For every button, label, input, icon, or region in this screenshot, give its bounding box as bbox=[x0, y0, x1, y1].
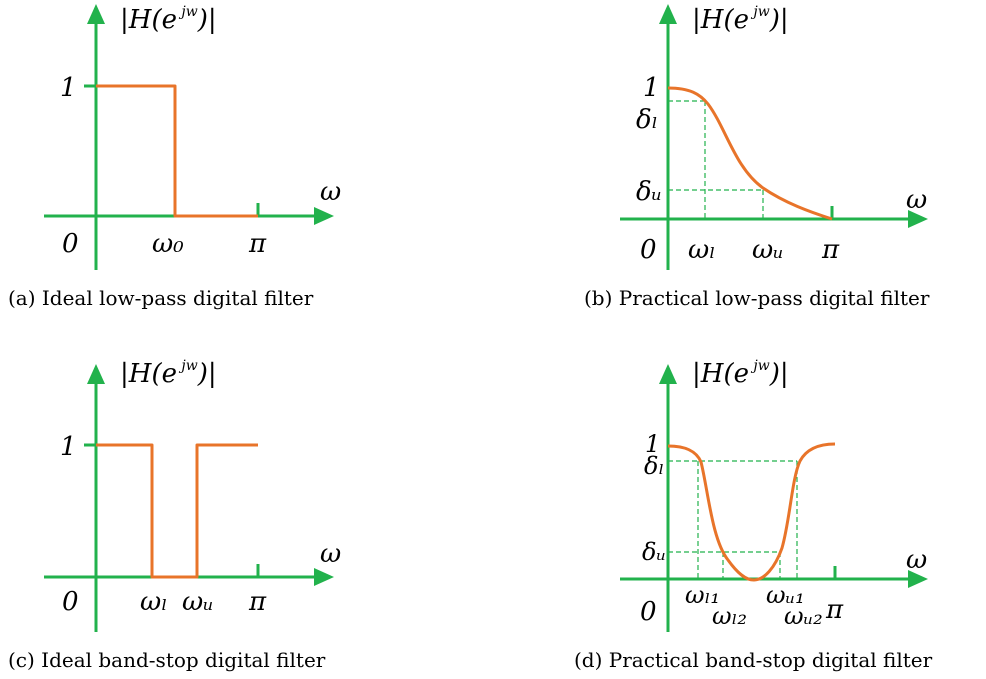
panel-a-caption: (a) Ideal low-pass digital filter bbox=[8, 286, 314, 310]
panel-d-delta-l-label: δₗ bbox=[644, 452, 664, 480]
panel-a-response-curve bbox=[96, 84, 258, 218]
panel-d-omega-u2-label: ωᵤ₂ bbox=[784, 602, 823, 630]
panel-c-caption: (c) Ideal band-stop digital filter bbox=[8, 648, 326, 672]
panel-a-pi-label: π bbox=[248, 229, 267, 259]
panel-c: |H(e jw)| 1 0 ωₗ ωᵤ π ω (c) Ideal band-s… bbox=[8, 358, 341, 672]
panel-b-x-arrow bbox=[908, 210, 928, 228]
panel-b-omega-label: ω bbox=[906, 185, 927, 215]
panel-d-omega-label: ω bbox=[906, 545, 927, 575]
panel-c-pi-label: π bbox=[248, 587, 267, 617]
panel-d-caption: (d) Practical band-stop digital filter bbox=[574, 648, 933, 672]
panel-d-one-label: 1 bbox=[645, 430, 660, 458]
panel-d-y-arrow bbox=[659, 364, 677, 384]
panel-d-pi-label: π bbox=[825, 595, 844, 625]
panel-a-omega-label: ω bbox=[320, 177, 341, 207]
panel-b-delta-l-label: δₗ bbox=[636, 105, 658, 135]
panel-c-y-axis-label: |H(e jw)| bbox=[120, 358, 217, 389]
panel-d-omega-u1-label: ωᵤ₁ bbox=[766, 581, 805, 609]
panel-d-omega-l1-label: ωₗ₁ bbox=[685, 581, 720, 609]
panel-c-y-arrow bbox=[87, 364, 105, 384]
panel-b-caption: (b) Practical low-pass digital filter bbox=[584, 286, 930, 310]
panel-b-y-axis-label: |H(e jw)| bbox=[692, 4, 789, 35]
panel-b-omega-l-label: ωₗ bbox=[688, 235, 716, 265]
panel-d-omega-l2-label: ωₗ₂ bbox=[712, 602, 747, 630]
panel-a: |H(e jw)| 1 0 ω₀ π ω (a) Ideal low-pass … bbox=[8, 4, 341, 310]
panel-b-pi-label: π bbox=[821, 235, 840, 265]
panel-d-delta-u-label: δᵤ bbox=[642, 538, 666, 566]
panel-a-y-arrow bbox=[87, 4, 105, 24]
panel-b-origin-label: 0 bbox=[640, 235, 657, 265]
panel-b: |H(e jw)| 1 δₗ δᵤ 0 ωₗ ωᵤ π ω (b) Practi… bbox=[584, 4, 930, 310]
panel-b-delta-u-label: δᵤ bbox=[636, 177, 662, 207]
panel-c-omega-u-label: ωᵤ bbox=[182, 587, 214, 617]
panel-c-omega-l-label: ωₗ bbox=[140, 587, 168, 617]
panel-a-omega0-label: ω₀ bbox=[152, 229, 184, 259]
panel-d-origin-label: 0 bbox=[640, 597, 657, 627]
panel-b-omega-u-label: ωᵤ bbox=[752, 235, 784, 265]
panel-c-omega-label: ω bbox=[320, 539, 341, 569]
panel-d-response-curve bbox=[667, 442, 836, 582]
panel-b-response-curve bbox=[667, 86, 833, 221]
panel-d-y-axis-label: |H(e jw)| bbox=[692, 358, 789, 389]
panel-d: |H(e jw)| 1 δₗ δᵤ 0 ωₗ₁ ωₗ₂ ωᵤ₁ ωᵤ₂ π ω … bbox=[574, 358, 933, 672]
panel-a-origin-label: 0 bbox=[62, 229, 79, 259]
panel-a-y-axis-label: |H(e jw)| bbox=[120, 4, 217, 35]
panel-b-y-arrow bbox=[659, 4, 677, 24]
panel-c-one-label: 1 bbox=[60, 432, 77, 462]
panel-b-one-label: 1 bbox=[643, 73, 660, 103]
panel-a-one-label: 1 bbox=[60, 73, 77, 103]
panel-d-x-arrow bbox=[908, 570, 928, 588]
panel-c-x-arrow bbox=[314, 568, 334, 586]
panel-c-origin-label: 0 bbox=[62, 587, 79, 617]
panel-a-x-arrow bbox=[314, 207, 334, 225]
panel-c-response-curve bbox=[96, 443, 258, 579]
